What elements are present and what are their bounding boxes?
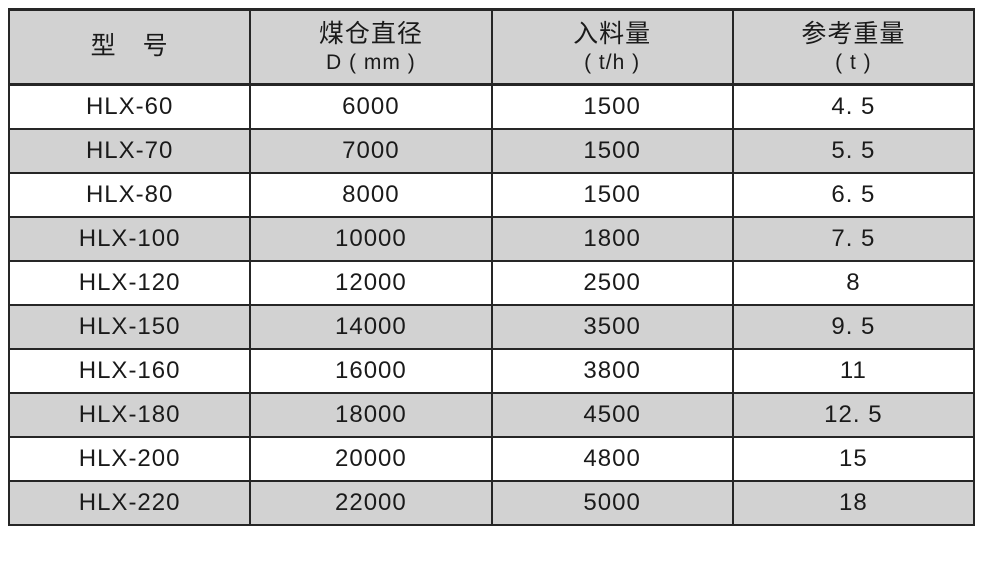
cell-diameter: 16000 — [249, 347, 493, 394]
cell-diameter: 7000 — [249, 127, 493, 174]
cell-feed-rate: 1500 — [490, 127, 734, 174]
spec-table: 型 号 煤仓直径 D ( mm ) 入料量 ( t/h ) 参考重量 ( t )… — [7, 8, 976, 526]
table-row: HLX-180 18000 4500 12. 5 — [7, 391, 976, 438]
cell-feed-rate: 1500 — [490, 83, 734, 130]
cell-model: HLX-220 — [7, 479, 252, 526]
table-row: HLX-220 22000 5000 18 — [7, 479, 976, 526]
cell-feed-rate: 3500 — [490, 303, 734, 350]
cell-model: HLX-180 — [7, 391, 252, 438]
cell-diameter: 20000 — [249, 435, 493, 482]
table-row: HLX-120 12000 2500 8 — [7, 259, 976, 306]
cell-model: HLX-70 — [7, 127, 252, 174]
cell-diameter: 14000 — [249, 303, 493, 350]
column-header-ref-weight-label: 参考重量 — [801, 20, 906, 49]
cell-ref-weight: 11 — [731, 347, 976, 394]
cell-diameter: 22000 — [249, 479, 493, 526]
column-header-diameter-label: 煤仓直径 — [318, 20, 423, 49]
cell-ref-weight: 9. 5 — [731, 303, 976, 350]
cell-model: HLX-80 — [7, 171, 252, 218]
cell-model: HLX-100 — [7, 215, 252, 262]
table-row: HLX-100 10000 1800 7. 5 — [7, 215, 976, 262]
cell-model: HLX-150 — [7, 303, 252, 350]
spec-table-body: HLX-60 6000 1500 4. 5 HLX-70 7000 1500 5… — [7, 83, 976, 526]
cell-feed-rate: 1800 — [490, 215, 734, 262]
cell-ref-weight: 15 — [731, 435, 976, 482]
cell-feed-rate: 4800 — [490, 435, 734, 482]
header-row: 型 号 煤仓直径 D ( mm ) 入料量 ( t/h ) 参考重量 ( t ) — [7, 8, 976, 86]
cell-feed-rate: 1500 — [490, 171, 734, 218]
cell-diameter: 18000 — [249, 391, 493, 438]
column-header-ref-weight: 参考重量 ( t ) — [731, 8, 976, 86]
cell-ref-weight: 12. 5 — [731, 391, 976, 438]
cell-ref-weight: 18 — [731, 479, 976, 526]
cell-diameter: 10000 — [249, 215, 493, 262]
table-row: HLX-160 16000 3800 11 — [7, 347, 976, 394]
cell-ref-weight: 5. 5 — [731, 127, 976, 174]
cell-model: HLX-200 — [7, 435, 252, 482]
column-header-feed-rate-unit: ( t/h ) — [584, 50, 641, 74]
column-header-ref-weight-unit: ( t ) — [835, 50, 872, 74]
cell-ref-weight: 6. 5 — [731, 171, 976, 218]
cell-ref-weight: 8 — [731, 259, 976, 306]
table-row: HLX-80 8000 1500 6. 5 — [7, 171, 976, 218]
cell-diameter: 6000 — [249, 83, 493, 130]
column-header-feed-rate-label: 入料量 — [573, 20, 652, 49]
table-row: HLX-150 14000 3500 9. 5 — [7, 303, 976, 350]
column-header-model: 型 号 — [7, 8, 252, 86]
table-row: HLX-200 20000 4800 15 — [7, 435, 976, 482]
cell-feed-rate: 3800 — [490, 347, 734, 394]
column-header-model-label: 型 号 — [90, 32, 169, 61]
cell-model: HLX-160 — [7, 347, 252, 394]
cell-feed-rate: 4500 — [490, 391, 734, 438]
cell-ref-weight: 7. 5 — [731, 215, 976, 262]
table-row: HLX-60 6000 1500 4. 5 — [7, 83, 976, 130]
cell-feed-rate: 2500 — [490, 259, 734, 306]
cell-diameter: 12000 — [249, 259, 493, 306]
cell-model: HLX-120 — [7, 259, 252, 306]
column-header-feed-rate: 入料量 ( t/h ) — [490, 8, 734, 86]
column-header-diameter: 煤仓直径 D ( mm ) — [249, 8, 493, 86]
cell-ref-weight: 4. 5 — [731, 83, 976, 130]
cell-diameter: 8000 — [249, 171, 493, 218]
cell-feed-rate: 5000 — [490, 479, 734, 526]
column-header-diameter-unit: D ( mm ) — [326, 50, 416, 74]
cell-model: HLX-60 — [7, 83, 252, 130]
table-row: HLX-70 7000 1500 5. 5 — [7, 127, 976, 174]
